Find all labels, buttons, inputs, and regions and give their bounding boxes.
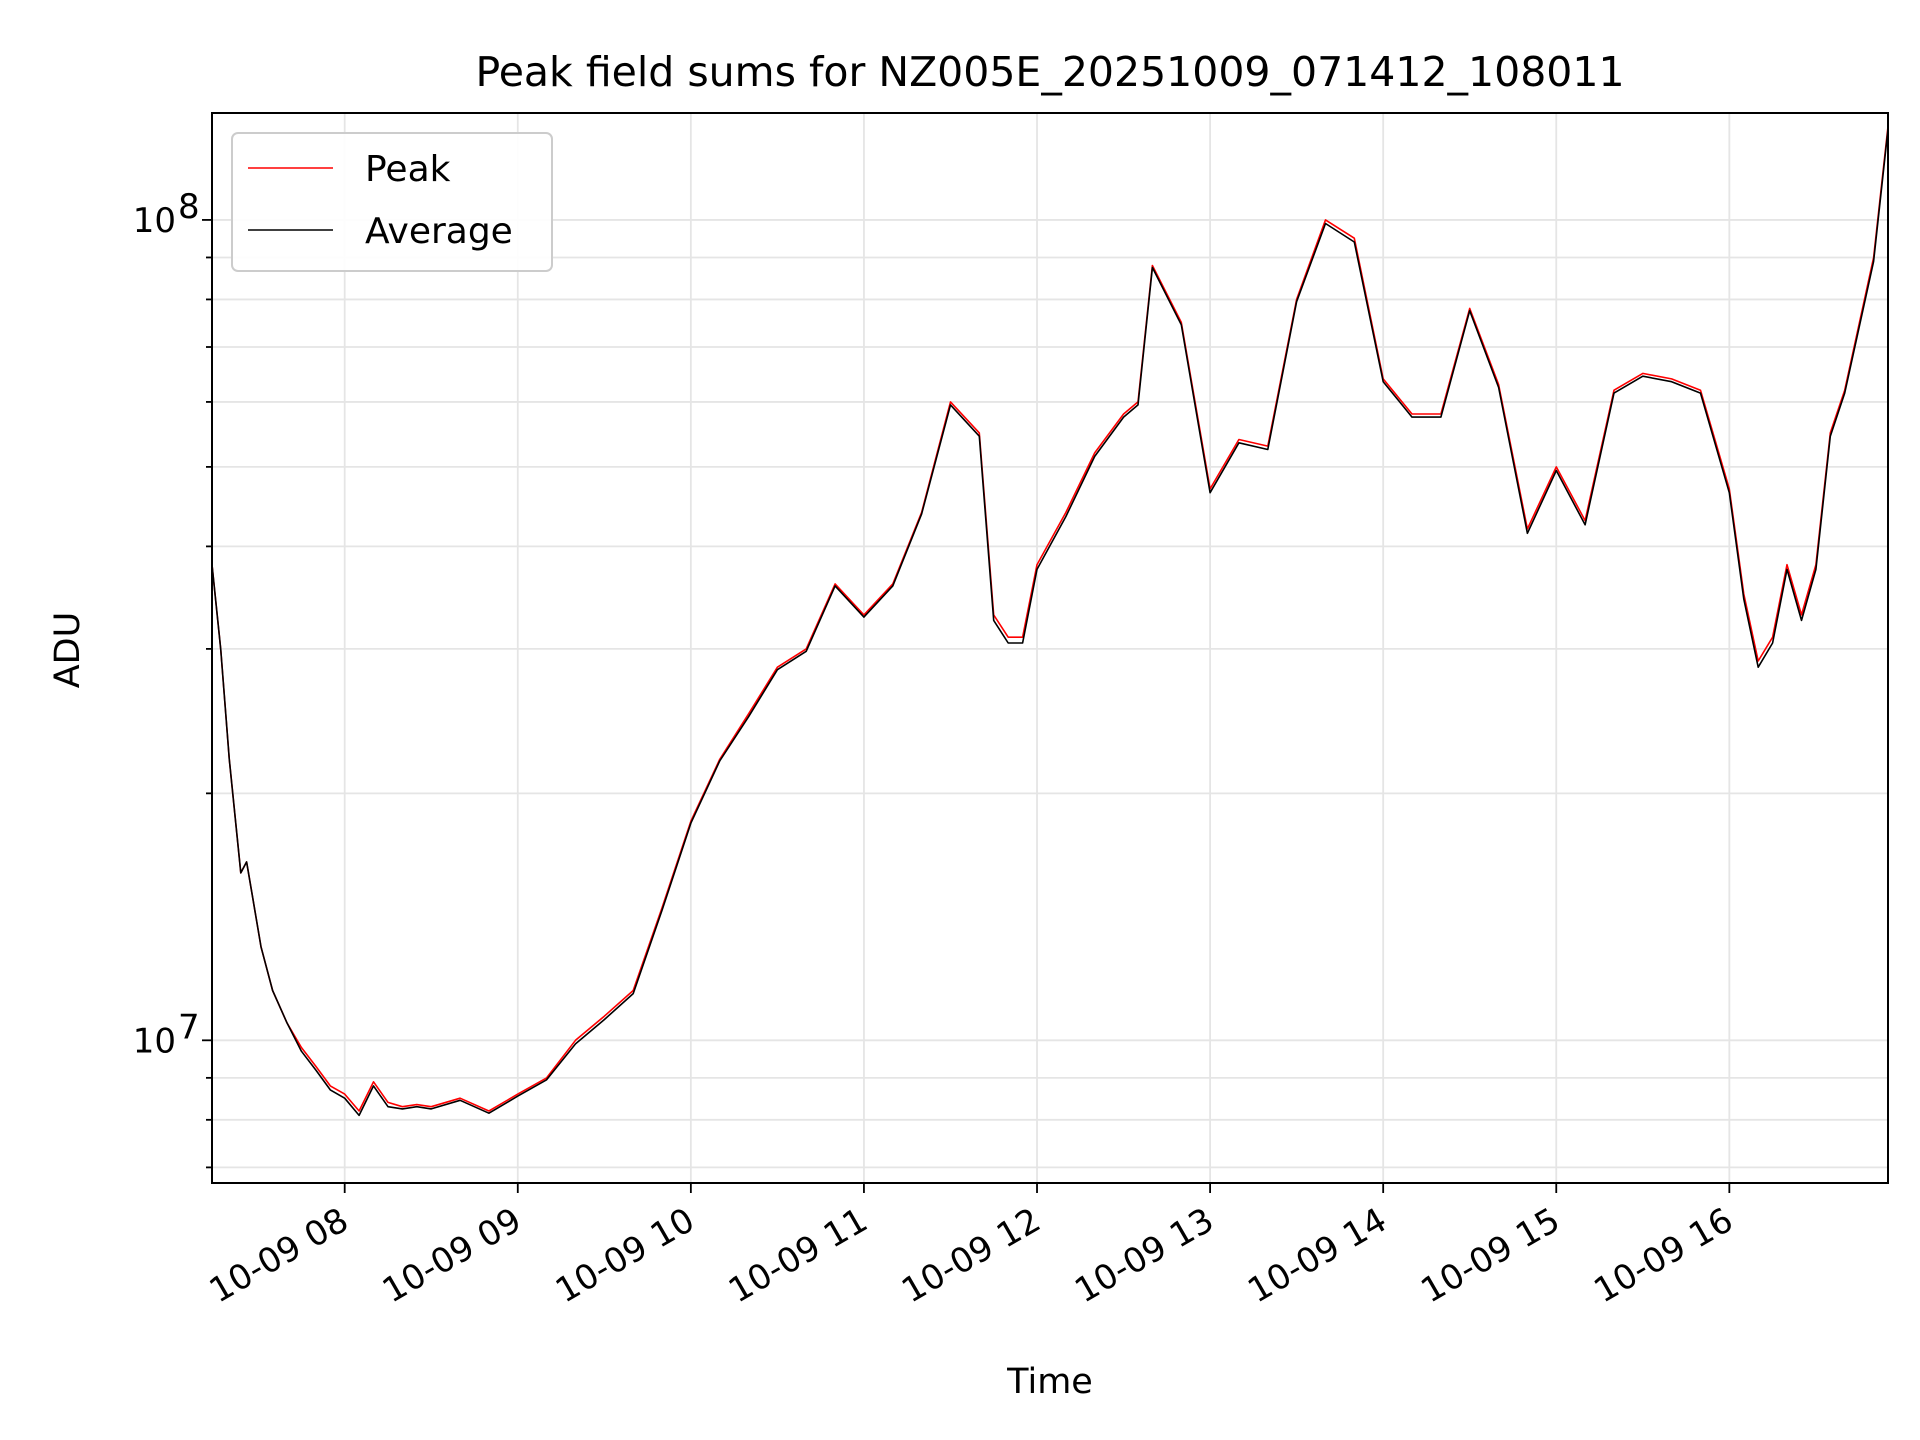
series-line-average: [211, 129, 1889, 1117]
legend-label-peak: Peak: [365, 149, 451, 190]
chart-title: Peak field sums for NZ005E_20251009_0714…: [475, 48, 1624, 96]
series-layer: [211, 126, 1889, 1117]
y-tick-exponent: 8: [178, 187, 200, 227]
legend: Peak Average: [231, 132, 553, 272]
y-tick-base: 10: [133, 1021, 176, 1061]
y-tick-label: 10 7: [133, 1007, 200, 1061]
x-axis-label: Time: [1006, 1362, 1093, 1402]
y-axis-label: ADU: [48, 612, 88, 689]
y-tick-exponent: 7: [178, 1007, 200, 1047]
legend-label-average: Average: [365, 211, 513, 252]
y-tick-base: 10: [133, 201, 176, 241]
y-tick-label: 10 8: [133, 187, 200, 241]
